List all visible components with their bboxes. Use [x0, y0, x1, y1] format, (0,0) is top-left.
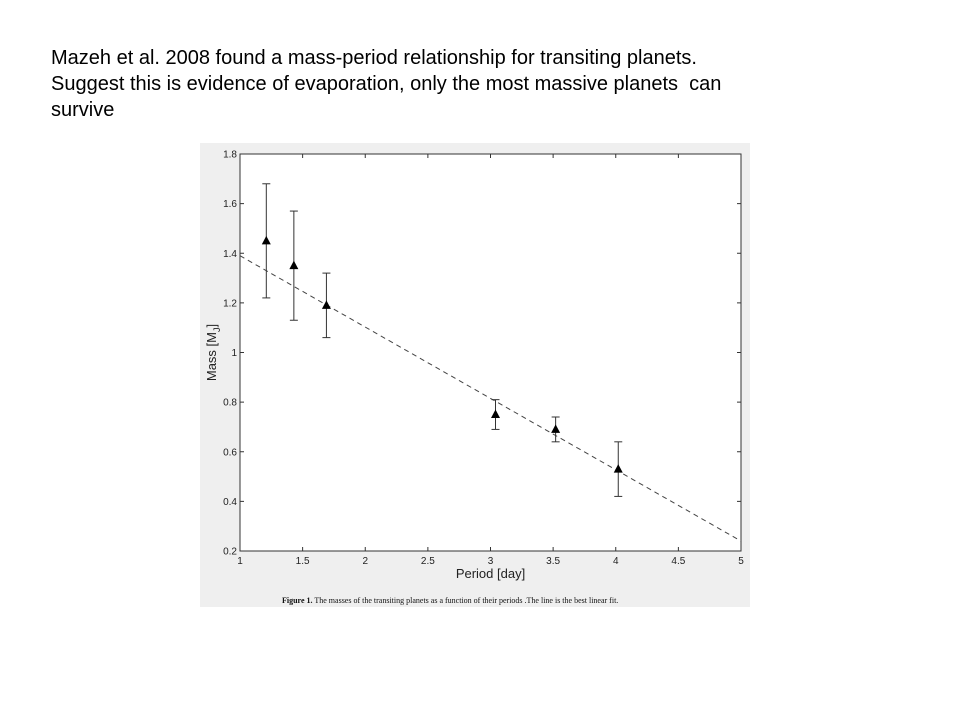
data-point [551, 424, 561, 433]
y-axis-label-main: Mass [M [204, 332, 219, 381]
y-tick-label: 1.8 [223, 150, 237, 161]
figure-caption-text: The masses of the transiting planets as … [312, 596, 619, 605]
y-tick-label: 0.8 [223, 398, 237, 409]
y-tick-label: 0.6 [223, 447, 237, 458]
plot-area [239, 153, 742, 552]
y-tick-label: 1.2 [223, 298, 237, 309]
y-axis-label: Mass [MJ] [204, 324, 222, 381]
slide-text-line: survive [51, 99, 115, 121]
y-tick-label: 1 [231, 348, 237, 359]
figure-caption: Figure 1. The masses of the transiting p… [282, 596, 618, 605]
x-axis-label: Period [day] [456, 566, 525, 581]
slide-text-line: Suggest this is evidence of evaporation,… [51, 73, 722, 95]
fit-line [239, 255, 742, 542]
y-tick-label: 1.4 [223, 249, 237, 260]
y-tick-label: 0.4 [223, 497, 237, 508]
x-tick-label: 2 [362, 556, 368, 567]
x-tick-label: 1.5 [296, 556, 310, 567]
y-tick-label: 1.6 [223, 199, 237, 210]
x-tick-label: 3 [488, 556, 494, 567]
x-tick-label: 4.5 [671, 556, 685, 567]
y-axis-label-subscript: J [212, 328, 222, 333]
x-tick-label: 1 [237, 556, 243, 567]
slide-text: Mazeh et al. 2008 found a mass-period re… [51, 45, 931, 123]
data-point [613, 464, 623, 473]
y-tick-label: 0.2 [223, 547, 237, 558]
x-tick-label: 3.5 [546, 556, 560, 567]
x-tick-label: 5 [738, 556, 744, 567]
mass-period-chart: 1 1.5 2 2.5 3 3.5 4 4.5 5 0.2 0.4 0.6 0.8 1 1.2 1.4 1.6 1… [204, 150, 744, 582]
x-tick-label: 2.5 [421, 556, 435, 567]
y-axis-label-suffix: ] [204, 324, 219, 328]
data-point [261, 235, 271, 245]
x-tick-label: 4 [613, 556, 619, 567]
data-point [289, 260, 299, 270]
figure-caption-label: Figure 1. [282, 596, 313, 605]
slide-text-line: Mazeh et al. 2008 found a mass-period re… [51, 47, 697, 69]
data-point [321, 300, 331, 309]
data-point [491, 409, 501, 419]
figure-image: 1 1.5 2 2.5 3 3.5 4 4.5 5 0.2 0.4 0.6 0.8 1 1.2 1.4 1.6 1… [200, 143, 750, 607]
